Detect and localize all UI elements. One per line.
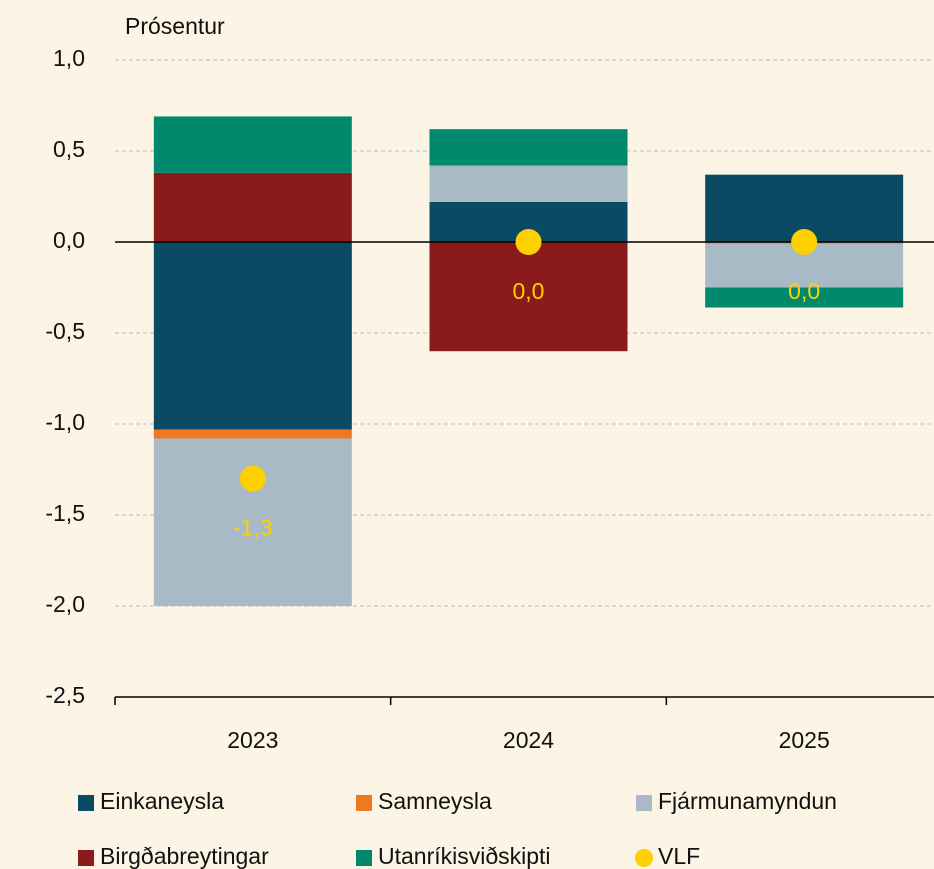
y-axis-title: Prósentur [125, 13, 225, 39]
legend-label: Birgðabreytingar [100, 843, 269, 869]
legend-label: Fjármunamyndun [658, 788, 837, 814]
vlf-label: 0,0 [788, 278, 820, 304]
y-tick-label: -1,0 [45, 409, 85, 435]
legend-label: Einkaneysla [100, 788, 224, 814]
bar-segment [705, 287, 904, 308]
legend-marker [78, 850, 94, 866]
x-tick-label: 2024 [503, 727, 554, 753]
x-tick-label: 2025 [779, 727, 830, 753]
bar-segment [429, 242, 628, 352]
x-tick-label: 2023 [227, 727, 278, 753]
y-tick-label: 0,5 [53, 136, 85, 162]
vlf-label: -1,3 [233, 515, 273, 541]
y-tick-label: -2,0 [45, 591, 85, 617]
bar-segment [153, 429, 352, 439]
legend-label: VLF [658, 843, 700, 869]
bar-segment [153, 116, 352, 173]
legend-marker [78, 795, 94, 811]
legend-marker [356, 850, 372, 866]
legend-marker [635, 849, 653, 867]
legend-label: Samneysla [378, 788, 492, 814]
y-tick-label: 1,0 [53, 45, 85, 71]
y-tick-label: -1,5 [45, 500, 85, 526]
bar-segment [153, 242, 352, 430]
vlf-point [515, 229, 542, 255]
y-tick-label: -0,5 [45, 318, 85, 344]
bar-segment [429, 165, 628, 202]
vlf-label: 0,0 [513, 278, 545, 304]
legend-label: Utanríkisviðskipti [378, 843, 551, 869]
y-tick-label: 0,0 [53, 227, 85, 253]
legend-marker [636, 795, 652, 811]
y-tick-label: -2,5 [45, 682, 85, 708]
vlf-point [239, 465, 266, 492]
bar-segment [429, 129, 628, 166]
vlf-point [791, 229, 818, 255]
legend-marker [356, 795, 372, 811]
bar-segment [153, 172, 352, 242]
